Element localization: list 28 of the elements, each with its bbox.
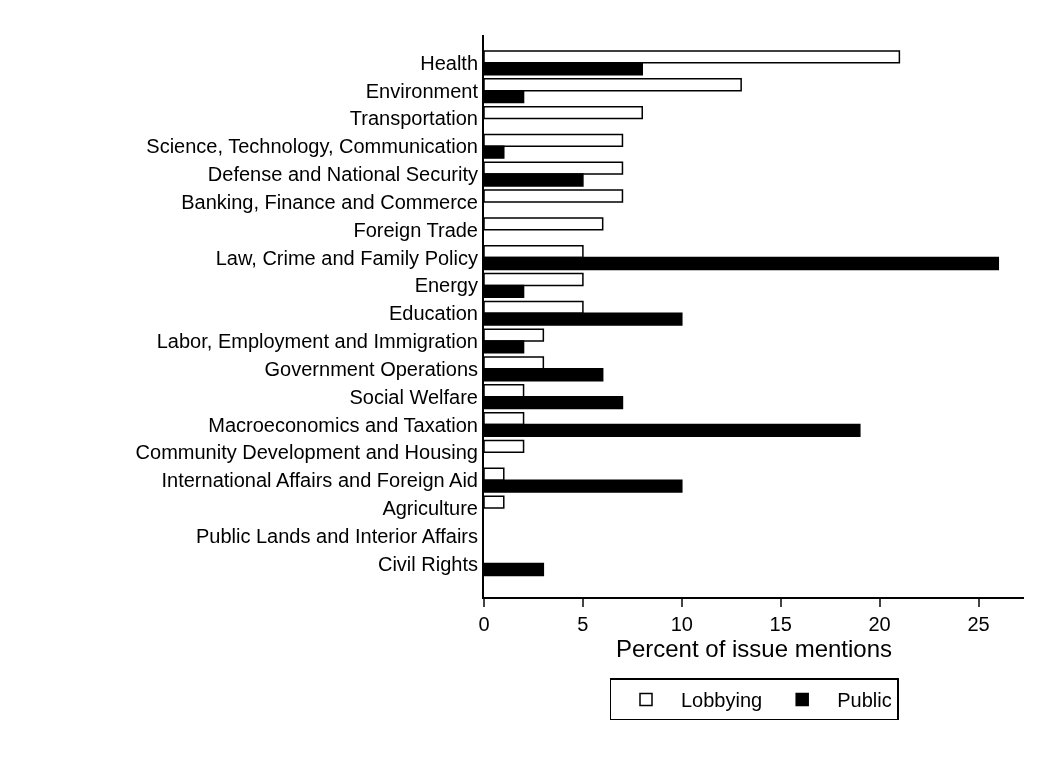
legend-label: Lobbying [681, 689, 763, 712]
y-tick-label: Social Welfare [349, 385, 478, 408]
y-tick-label: Energy [414, 274, 478, 297]
y-tick-label: Civil Rights [377, 552, 478, 575]
legend-label: Public [837, 689, 892, 712]
x-axis-title: Percent of issue mentions [615, 635, 893, 662]
y-tick-label: Community Development and Housing [135, 441, 478, 464]
y-tick-label: Education [389, 302, 478, 325]
y-tick-label: Science, Technology, Communication [146, 135, 478, 158]
y-tick-label: International Affairs and Foreign Aid [161, 469, 478, 492]
y-tick-label: Health [420, 51, 478, 74]
y-tick-label: Transportation [349, 107, 478, 130]
y-tick-label: Law, Crime and Family Policy [215, 246, 478, 269]
y-tick-label: Agriculture [382, 496, 478, 519]
x-tick-label: 0 [478, 613, 490, 635]
y-tick-label: Macroeconomics and Taxation [208, 413, 478, 436]
x-tick-label: 25 [967, 613, 990, 635]
x-tick-label: 15 [769, 613, 792, 635]
y-tick-label: Banking, Finance and Commerce [181, 190, 478, 213]
x-tick-label: 10 [670, 613, 693, 635]
y-tick-label: Environment [365, 79, 479, 102]
y-tick-label: Government Operations [264, 357, 478, 380]
y-tick-label: Defense and National Security [207, 163, 478, 186]
y-tick-label: Public Lands and Interior Affairs [195, 524, 478, 547]
y-tick-label: Foreign Trade [353, 218, 478, 241]
y-tick-label: Labor, Employment and Immigration [156, 330, 478, 353]
x-tick-label: 20 [868, 613, 891, 635]
x-tick-label: 5 [577, 613, 589, 635]
